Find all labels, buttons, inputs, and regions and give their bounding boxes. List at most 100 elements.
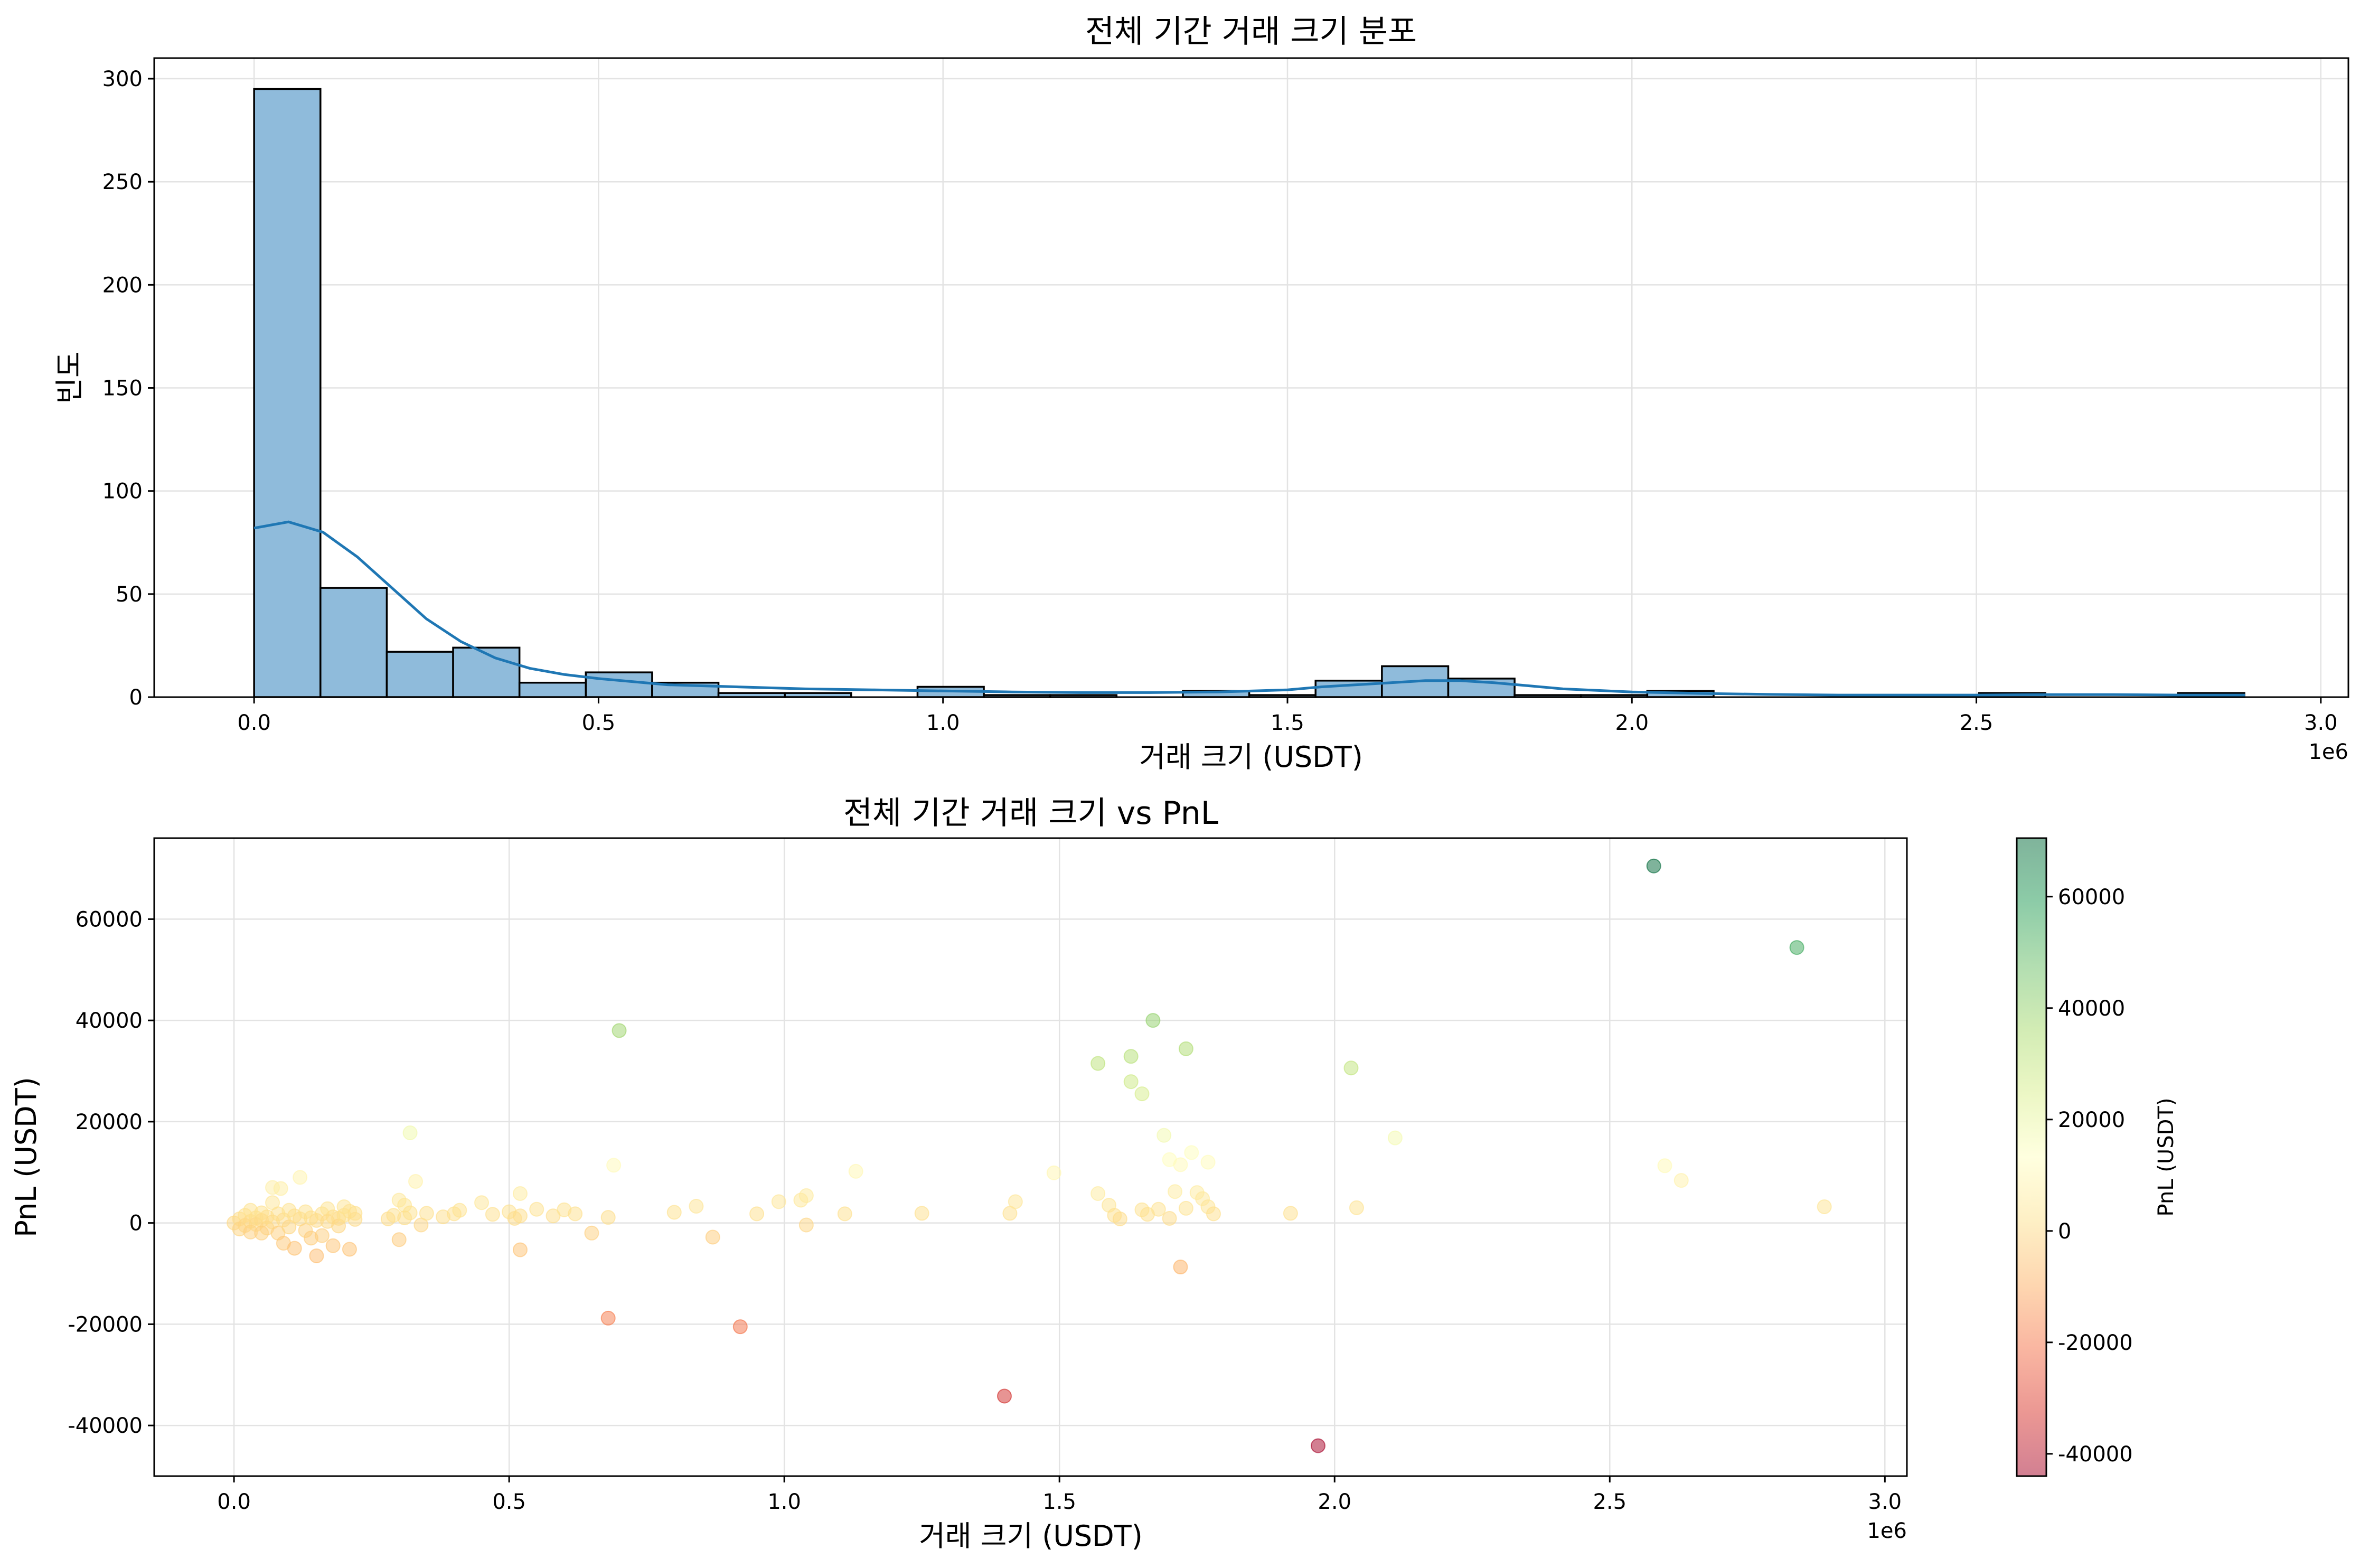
hist-x-offset-label: 1e6: [2308, 740, 2348, 764]
scatter-point: [1090, 1186, 1106, 1201]
scatter-point: [1112, 1211, 1127, 1226]
scatter-point: [606, 1158, 622, 1173]
scatter-point: [749, 1206, 765, 1222]
scatter-point: [314, 1228, 330, 1243]
hist-x-tick-label: 1.5: [1271, 711, 1304, 735]
hist-y-tick-label: 100: [102, 480, 143, 504]
scatter-title: 전체 기간 거래 크기 vs PnL: [843, 795, 1219, 832]
scatter-point: [666, 1205, 682, 1220]
scatter-point: [474, 1195, 490, 1210]
scatter-point: [293, 1170, 308, 1185]
scatter-point: [997, 1388, 1012, 1404]
scatter-point: [914, 1206, 929, 1221]
hist-x-tick-label: 0.5: [582, 711, 616, 735]
scatter-points: [227, 858, 1832, 1453]
hist-y-tick-label: 300: [102, 67, 143, 91]
hist-x-axis-label: 거래 크기 (USDT): [1139, 740, 1363, 774]
scatter-point: [1134, 1086, 1150, 1102]
scatter-point: [254, 1225, 269, 1241]
scatter-point: [1123, 1049, 1139, 1064]
scatter-y-ticks: -40000 -20000 0 20000 40000 60000: [68, 907, 154, 1438]
scatter-point: [512, 1186, 528, 1201]
scatter-point: [1343, 1060, 1359, 1076]
scatter-x-ticks: 0.0 0.5 1.0 1.5 2.0 2.5 3.0: [217, 1476, 1902, 1514]
scatter-point: [732, 1319, 748, 1335]
hist-bar: [386, 651, 454, 698]
hist-kde-line: [253, 520, 2245, 697]
scatter-point: [452, 1203, 467, 1218]
scatter-point: [705, 1229, 720, 1245]
colorbar-tick-label: 0: [2058, 1219, 2071, 1244]
scatter-x-axis-label: 거래 크기 (USDT): [919, 1519, 1143, 1553]
scatter-y-tick-label: -20000: [68, 1312, 143, 1337]
hist-x-tick-label: 0.0: [237, 711, 271, 735]
hist-y-tick-label: 200: [102, 273, 143, 297]
hist-bar: [253, 88, 322, 698]
hist-y-tick-label: 0: [129, 686, 143, 710]
scatter-x-tick-label: 1.0: [767, 1490, 801, 1514]
hist-bar: [319, 587, 388, 698]
colorbar-ticks: -40000 -20000 0 20000 40000 60000: [2046, 885, 2133, 1467]
scatter-x-tick-label: 2.5: [1593, 1490, 1626, 1514]
scatter-y-axis-label: PnL (USDT): [10, 1077, 43, 1237]
scatter-point: [309, 1248, 324, 1263]
scatter-point: [1046, 1165, 1061, 1180]
scatter-point: [512, 1208, 528, 1224]
scatter-point: [347, 1206, 363, 1221]
scatter-point: [1145, 1013, 1161, 1028]
scatter-point: [584, 1225, 599, 1241]
scatter-point: [1123, 1074, 1139, 1090]
scatter-point: [419, 1206, 434, 1221]
scatter-axes-frame: [153, 837, 1908, 1477]
scatter-x-tick-label: 0.0: [217, 1490, 251, 1514]
colorbar-tick-label: -40000: [2058, 1442, 2133, 1467]
scatter-point: [529, 1201, 544, 1217]
colorbar-frame: [2016, 837, 2047, 1477]
scatter-point: [568, 1206, 583, 1222]
scatter-x-tick-label: 0.5: [492, 1490, 526, 1514]
scatter-point: [837, 1206, 852, 1222]
histogram-panel: 0.0 0.5 1.0 1.5 2.0 2.5 3.0 0 50 100 150 200 250 300…: [53, 13, 2349, 774]
scatter-point: [1090, 1056, 1106, 1071]
hist-bar: [518, 681, 587, 698]
scatter-y-tick-label: -40000: [68, 1414, 143, 1438]
scatter-point: [1162, 1211, 1177, 1226]
hist-x-tick-label: 3.0: [2304, 711, 2338, 735]
scatter-point: [325, 1238, 341, 1253]
scatter-point: [1283, 1206, 1298, 1221]
scatter-point: [600, 1310, 616, 1326]
scatter-x-tick-label: 2.0: [1318, 1490, 1351, 1514]
scatter-point: [1173, 1157, 1188, 1172]
scatter-point: [848, 1163, 863, 1179]
scatter-point: [1349, 1200, 1364, 1215]
scatter-point: [1387, 1130, 1403, 1146]
colorbar-tick-label: -20000: [2058, 1331, 2133, 1355]
scatter-point: [287, 1241, 302, 1256]
hist-bar: [585, 671, 653, 698]
scatter-point: [342, 1242, 357, 1257]
hist-grid: [154, 58, 2348, 698]
hist-x-tick-label: 2.0: [1615, 711, 1649, 735]
hist-y-tick-label: 50: [116, 583, 143, 607]
scatter-point: [402, 1125, 418, 1140]
scatter-point: [1673, 1173, 1689, 1188]
colorbar: -40000 -20000 0 20000 40000 60000 PnL (USDT): [2016, 837, 2178, 1477]
scatter-x-tick-label: 3.0: [1868, 1490, 1902, 1514]
scatter-point: [512, 1242, 528, 1257]
scatter-point: [408, 1174, 423, 1189]
scatter-point: [1789, 940, 1804, 955]
hist-title: 전체 기간 거래 크기 분포: [1085, 13, 1417, 50]
scatter-point: [1008, 1194, 1023, 1209]
scatter-x-offset-label: 1e6: [1867, 1519, 1907, 1543]
hist-y-tick-label: 150: [102, 377, 143, 401]
hist-x-ticks: 0.0 0.5 1.0 1.5 2.0 2.5 3.0: [237, 697, 2338, 735]
scatter-point: [1157, 1128, 1172, 1143]
hist-y-tick-label: 250: [102, 170, 143, 194]
hist-bars: [253, 88, 2245, 698]
scatter-point: [1151, 1201, 1166, 1217]
scatter-grid: [154, 838, 1907, 1476]
hist-x-tick-label: 1.0: [926, 711, 960, 735]
scatter-x-tick-label: 1.5: [1042, 1490, 1076, 1514]
scatter-point: [1817, 1199, 1832, 1214]
